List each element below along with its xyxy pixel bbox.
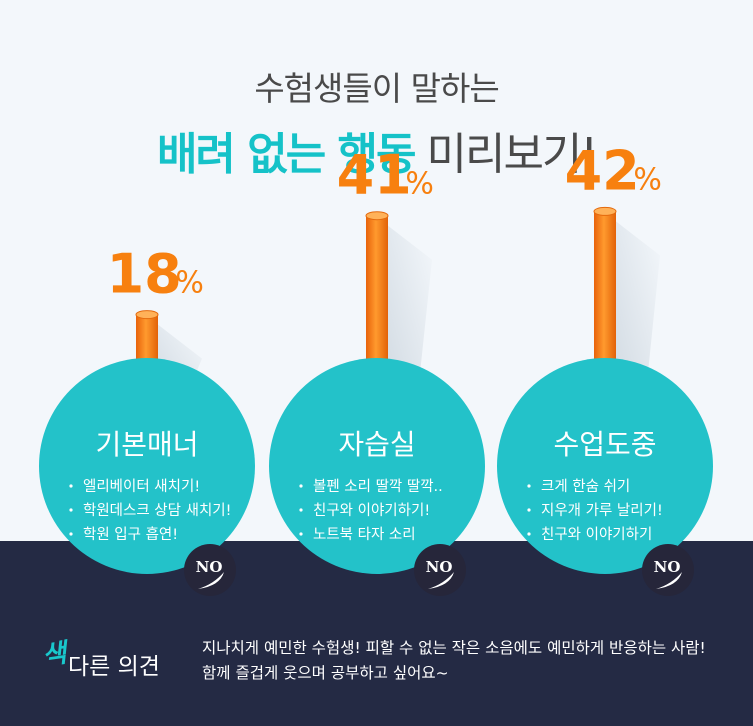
page-curl-icon <box>428 572 454 589</box>
bar-shadow <box>388 225 432 392</box>
bullet-dot <box>299 484 303 488</box>
category-circle <box>39 358 255 574</box>
opinion-line-1: 지나치게 예민한 수험생! 피할 수 없는 작은 소음에도 예민하게 반응하는 … <box>202 639 706 657</box>
category-circle <box>269 358 485 574</box>
bullet-dot <box>69 484 73 488</box>
bar-cap <box>365 211 389 221</box>
page-curl-icon <box>656 572 682 589</box>
value-label: 42 <box>565 139 640 202</box>
opinion-text: 지나치게 예민한 수험생! 피할 수 없는 작은 소음에도 예민하게 반응하는 … <box>202 636 706 686</box>
value-unit: % <box>633 162 662 197</box>
page-curl-icon <box>198 572 224 589</box>
bullet-item: 크게 한숨 쉬기 <box>541 478 630 495</box>
bullet-item: 지우개 가루 날리기! <box>541 502 663 519</box>
bullet-dot <box>69 508 73 512</box>
bullet-item: 엘리베이터 새치기! <box>83 478 200 495</box>
title-highlight: 배려 없는 행동 <box>156 129 417 180</box>
no-badge <box>184 544 236 596</box>
bullet-item: 볼펜 소리 딸깍 딸깍.. <box>313 478 443 495</box>
bullet-item: 학원데스크 상담 새치기! <box>83 502 231 519</box>
bullet-dot <box>69 532 73 536</box>
value-unit: % <box>405 167 434 202</box>
bullet-dot <box>299 532 303 536</box>
no-badge <box>642 544 694 596</box>
bar-cap <box>135 310 159 320</box>
title-area: 수험생들이 말하는 배려 없는 행동 미리보기! <box>0 62 753 182</box>
bullet-item: 학원 입구 흡연! <box>83 526 178 543</box>
category-label: 기본매너 <box>95 428 198 461</box>
bullet-dot <box>527 484 531 488</box>
bullet-item: 노트북 타자 소리 <box>313 526 416 543</box>
title-rest: 미리보기! <box>426 129 598 180</box>
bar <box>366 215 388 396</box>
category-label: 수업도중 <box>553 428 656 461</box>
bullet-dot <box>299 508 303 512</box>
bar-cap <box>593 206 617 216</box>
value-unit: % <box>175 266 204 301</box>
bar <box>594 211 616 396</box>
no-badge-label: NO <box>654 558 681 576</box>
bullet-dot <box>527 532 531 536</box>
no-badge-label: NO <box>196 558 223 576</box>
bullet-dot <box>527 508 531 512</box>
no-badge-label: NO <box>426 558 453 576</box>
value-label: 18 <box>107 243 182 306</box>
title-line-2: 배려 없는 행동 미리보기! <box>0 118 753 182</box>
no-badge <box>414 544 466 596</box>
opinion-line-2: 함께 즐겁게 웃으며 공부하고 싶어요~ <box>202 664 449 682</box>
opinion-label-rest: 다른 의견 <box>68 654 160 680</box>
opinion-label-accent: 색 <box>40 638 69 672</box>
category-label: 자습실 <box>338 428 415 461</box>
bullet-item: 친구와 이야기하기! <box>313 502 430 519</box>
bar-shadow <box>616 221 660 392</box>
title-line-1: 수험생들이 말하는 <box>254 69 499 108</box>
bullet-item: 친구와 이야기하기 <box>541 526 652 543</box>
value-label: 41 <box>337 144 412 207</box>
category-circle <box>497 358 713 574</box>
